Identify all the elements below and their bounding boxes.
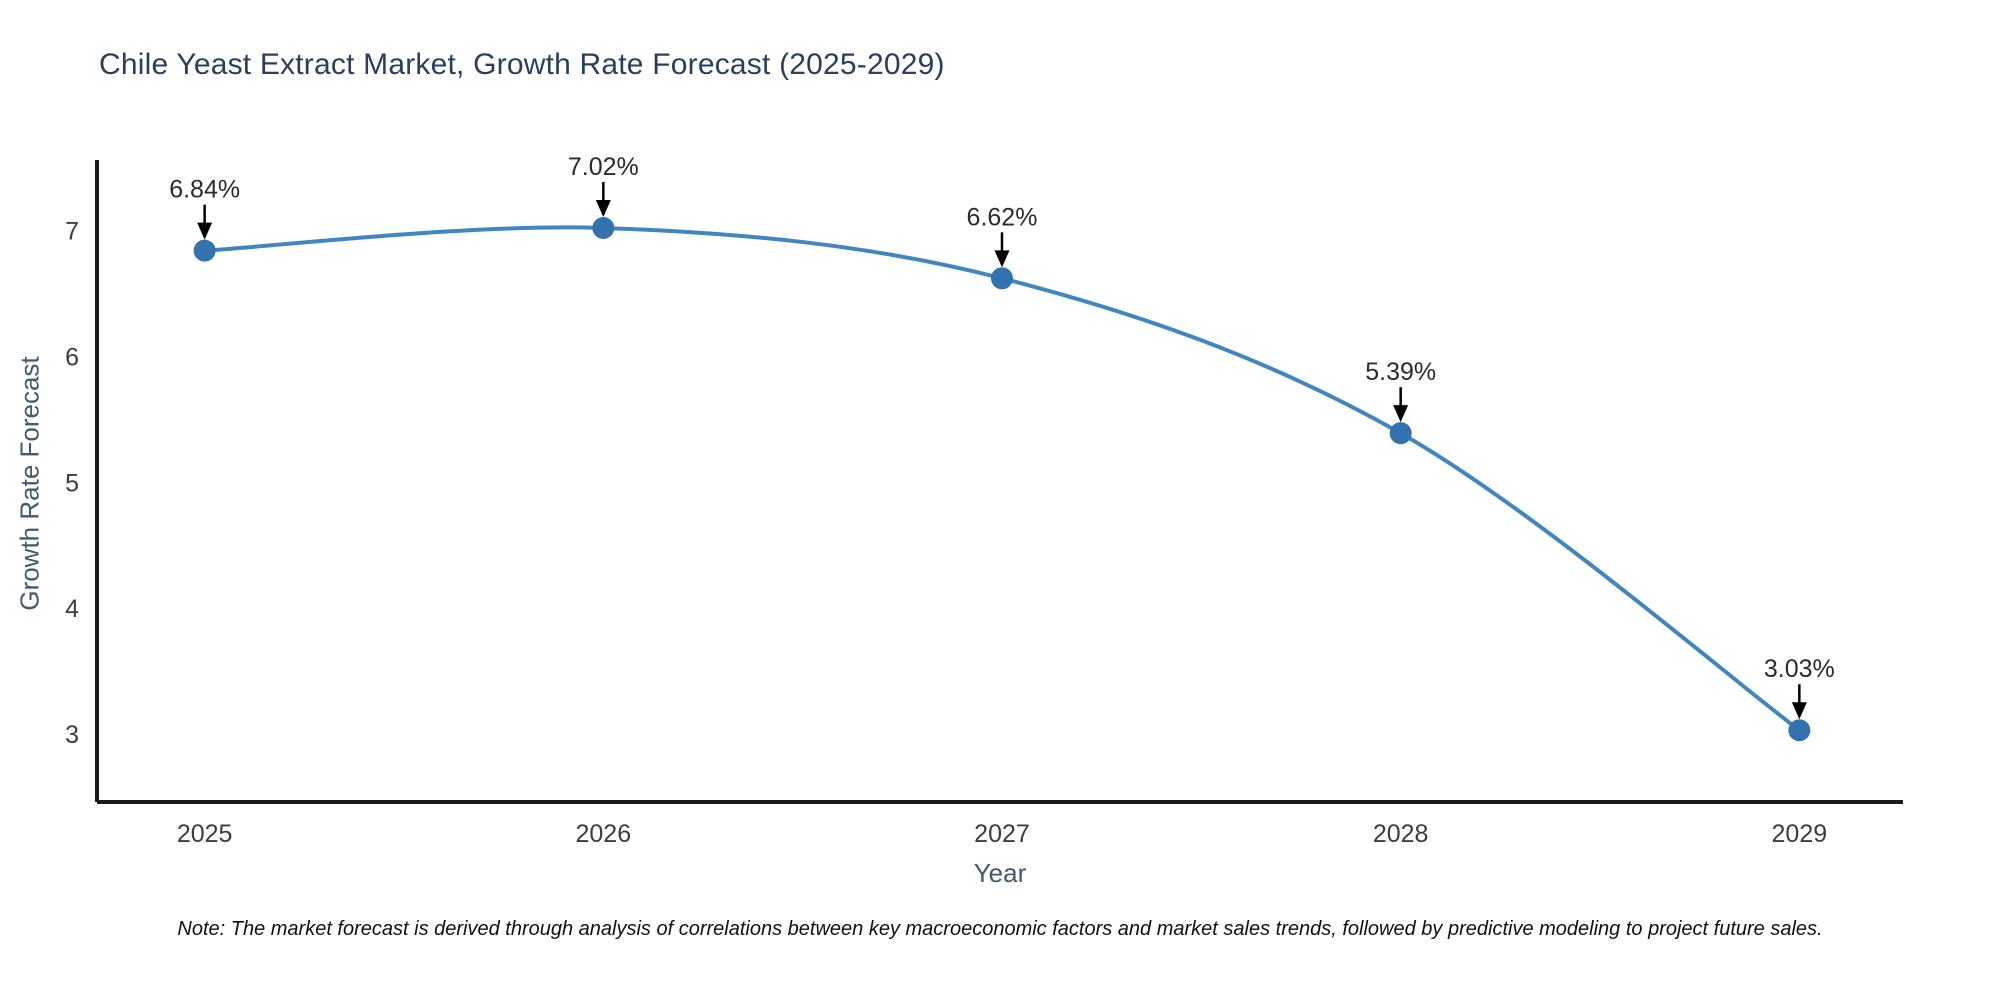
annotation-arrowhead-icon [595, 199, 611, 217]
data-point-marker[interactable] [1389, 422, 1412, 445]
data-point-marker[interactable] [1788, 719, 1811, 742]
x-tick-label: 2027 [974, 820, 1030, 848]
x-tick-label: 2029 [1772, 820, 1828, 848]
y-tick-label: 4 [65, 595, 79, 623]
forecast-line [202, 225, 1802, 733]
x-tick-label: 2026 [576, 820, 632, 848]
x-tick-label: 2025 [177, 820, 233, 848]
data-point-label: 6.84% [169, 176, 240, 204]
data-point-label: 5.39% [1365, 358, 1436, 386]
data-point-label: 7.02% [568, 153, 639, 181]
data-point-marker[interactable] [592, 216, 615, 239]
y-tick-label: 3 [65, 721, 79, 749]
annotation-arrowhead-icon [1791, 702, 1807, 720]
data-point-marker[interactable] [193, 239, 216, 262]
x-axis-title: Year [973, 858, 1027, 888]
data-point-label: 3.03% [1764, 655, 1835, 683]
annotation-arrowhead-icon [197, 222, 213, 240]
y-tick-label: 7 [65, 217, 79, 245]
chart-title: Chile Yeast Extract Market, Growth Rate … [99, 48, 945, 81]
y-axis-title: Growth Rate Forecast [14, 356, 45, 611]
annotation-arrowhead-icon [994, 250, 1010, 268]
y-tick-label: 5 [65, 469, 79, 497]
x-tick-label: 2028 [1373, 820, 1429, 848]
data-point-marker[interactable] [990, 267, 1013, 290]
data-point-label: 6.62% [967, 203, 1038, 231]
y-tick-label: 6 [65, 343, 79, 371]
chart-note: Note: The market forecast is derived thr… [177, 918, 1823, 940]
annotation-arrowhead-icon [1393, 405, 1409, 423]
